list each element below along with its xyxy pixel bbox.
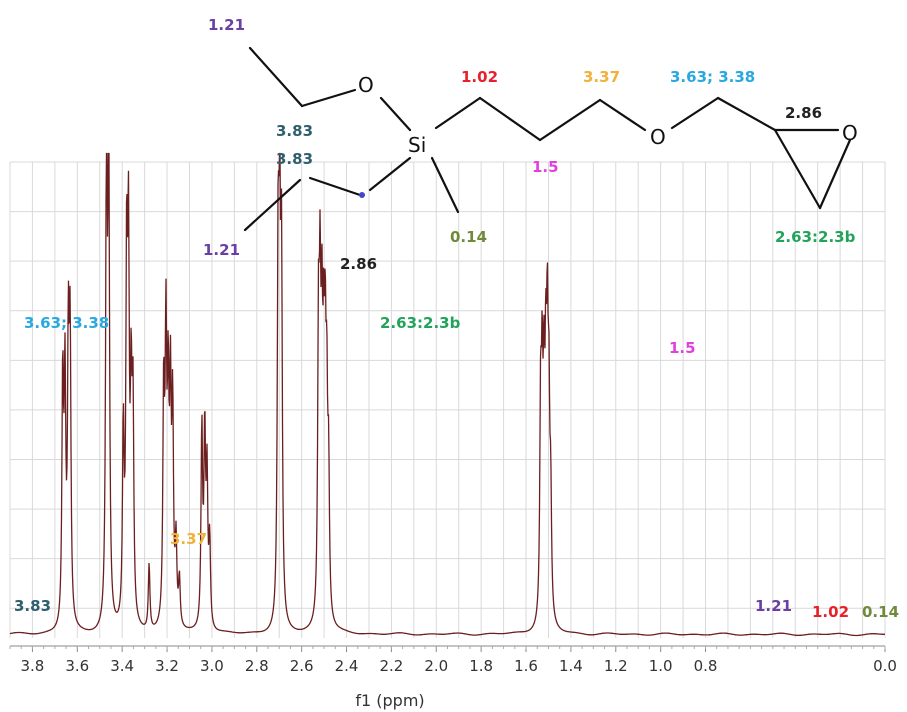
x-tick-label: 3.8 [21,657,45,675]
x-tick-label: 2.4 [335,657,359,675]
x-tick-label: 1.4 [559,657,583,675]
x-tick-label: 0.0 [873,657,897,675]
bond-si-o-lower [368,156,412,192]
structure-label-3-63-3-38: 3.63; 3.38 [670,68,755,86]
spectrum-peak [130,427,132,429]
bond-o-ch2 [670,96,720,130]
molecule-structure: O Si O O 1.21 3.83 3.83 1.21 1.02 1.5 3.… [203,16,858,259]
bond-si-methyl [430,156,460,214]
x-tick-label: 3.6 [65,657,89,675]
spectrum-peak [545,432,547,434]
x-tick-label: 1.0 [649,657,673,675]
peak-label-1-5: 1.5 [669,339,696,357]
peak-label-2-63-2-3b: 2.63:2.3b [380,314,461,332]
x-tick-label: 2.0 [424,657,448,675]
structure-label-1-5: 1.5 [532,158,559,176]
structure-label-3-37: 3.37 [583,68,620,86]
spectrum-line [9,152,885,637]
bond-ethyl-lower-1 [308,176,362,197]
bond-ethyl-top [248,46,304,108]
spectrum-peak [319,361,321,363]
atom-o-mid: O [650,125,666,149]
spectrum [9,152,885,637]
peak-label-3-37: 3.37 [170,530,207,548]
peak-label-2-86: 2.86 [340,255,377,273]
bond-o-si [379,96,412,132]
plot-grid [9,161,886,638]
structure-label-1-21-bottom: 1.21 [203,241,240,259]
x-tick-label: 0.8 [694,657,718,675]
bond-ch2-o-left [300,88,357,108]
structure-label-3-83-a: 3.83 [276,122,313,140]
peak-label-1-21: 1.21 [755,597,792,615]
structure-label-2-63-2-3b: 2.63:2.3b [775,228,856,246]
bond-ethyl-lower-2 [243,178,302,232]
bond-ch2-ch2 [478,96,542,142]
peak-label-0-14: 0.14 [862,603,899,621]
x-axis-ticks: 3.8 3.6 3.4 3.2 3.0 2.8 2.6 2.4 2.2 2.0 1.8 1.6 1.4 1… [9,646,897,675]
x-tick-label: 2.6 [290,657,314,675]
x-tick-label: 3.4 [110,657,134,675]
x-tick-label: 1.2 [604,657,628,675]
x-tick-label: 1.6 [514,657,538,675]
spectrum-peak [541,427,543,429]
spectrum-peak [321,389,323,391]
atom-o-epoxide: O [842,121,858,145]
peak-annotations: 3.63; 3.38 3.37 3.83 2.86 2.63:2.3b 1.5 … [14,255,899,621]
bond-epoxide-c-ch2 [773,128,822,210]
x-tick-label: 2.8 [245,657,269,675]
structure-label-0-14: 0.14 [450,228,487,246]
partial-o-atom [359,192,365,198]
bond-ch2-o-mid [598,98,647,132]
x-tick-label: 3.0 [200,657,224,675]
spectrum-peak [326,446,328,448]
x-tick-label: 2.2 [379,657,403,675]
peak-label-3-83: 3.83 [14,597,51,615]
spectrum-peak [543,446,545,448]
structure-label-3-83-b: 3.83 [276,150,313,168]
bond-ch2-ch2b [538,98,602,142]
atom-si: Si [408,133,426,157]
structure-label-1-02: 1.02 [461,68,498,86]
structure-label-2-86: 2.86 [785,104,822,122]
x-tick-label: 1.8 [469,657,493,675]
peak-label-3-63-3-38: 3.63; 3.38 [24,314,109,332]
x-tick-label: 3.2 [155,657,179,675]
bond-ch2-epoxide [716,96,777,132]
structure-label-1-21-top: 1.21 [208,16,245,34]
bond-si-ch2 [434,96,482,130]
x-axis-label: f1 (ppm) [355,691,424,710]
bond-epoxide-o-ch2 [818,138,852,210]
atom-o-left: O [358,73,374,97]
peak-label-1-02: 1.02 [812,603,849,621]
